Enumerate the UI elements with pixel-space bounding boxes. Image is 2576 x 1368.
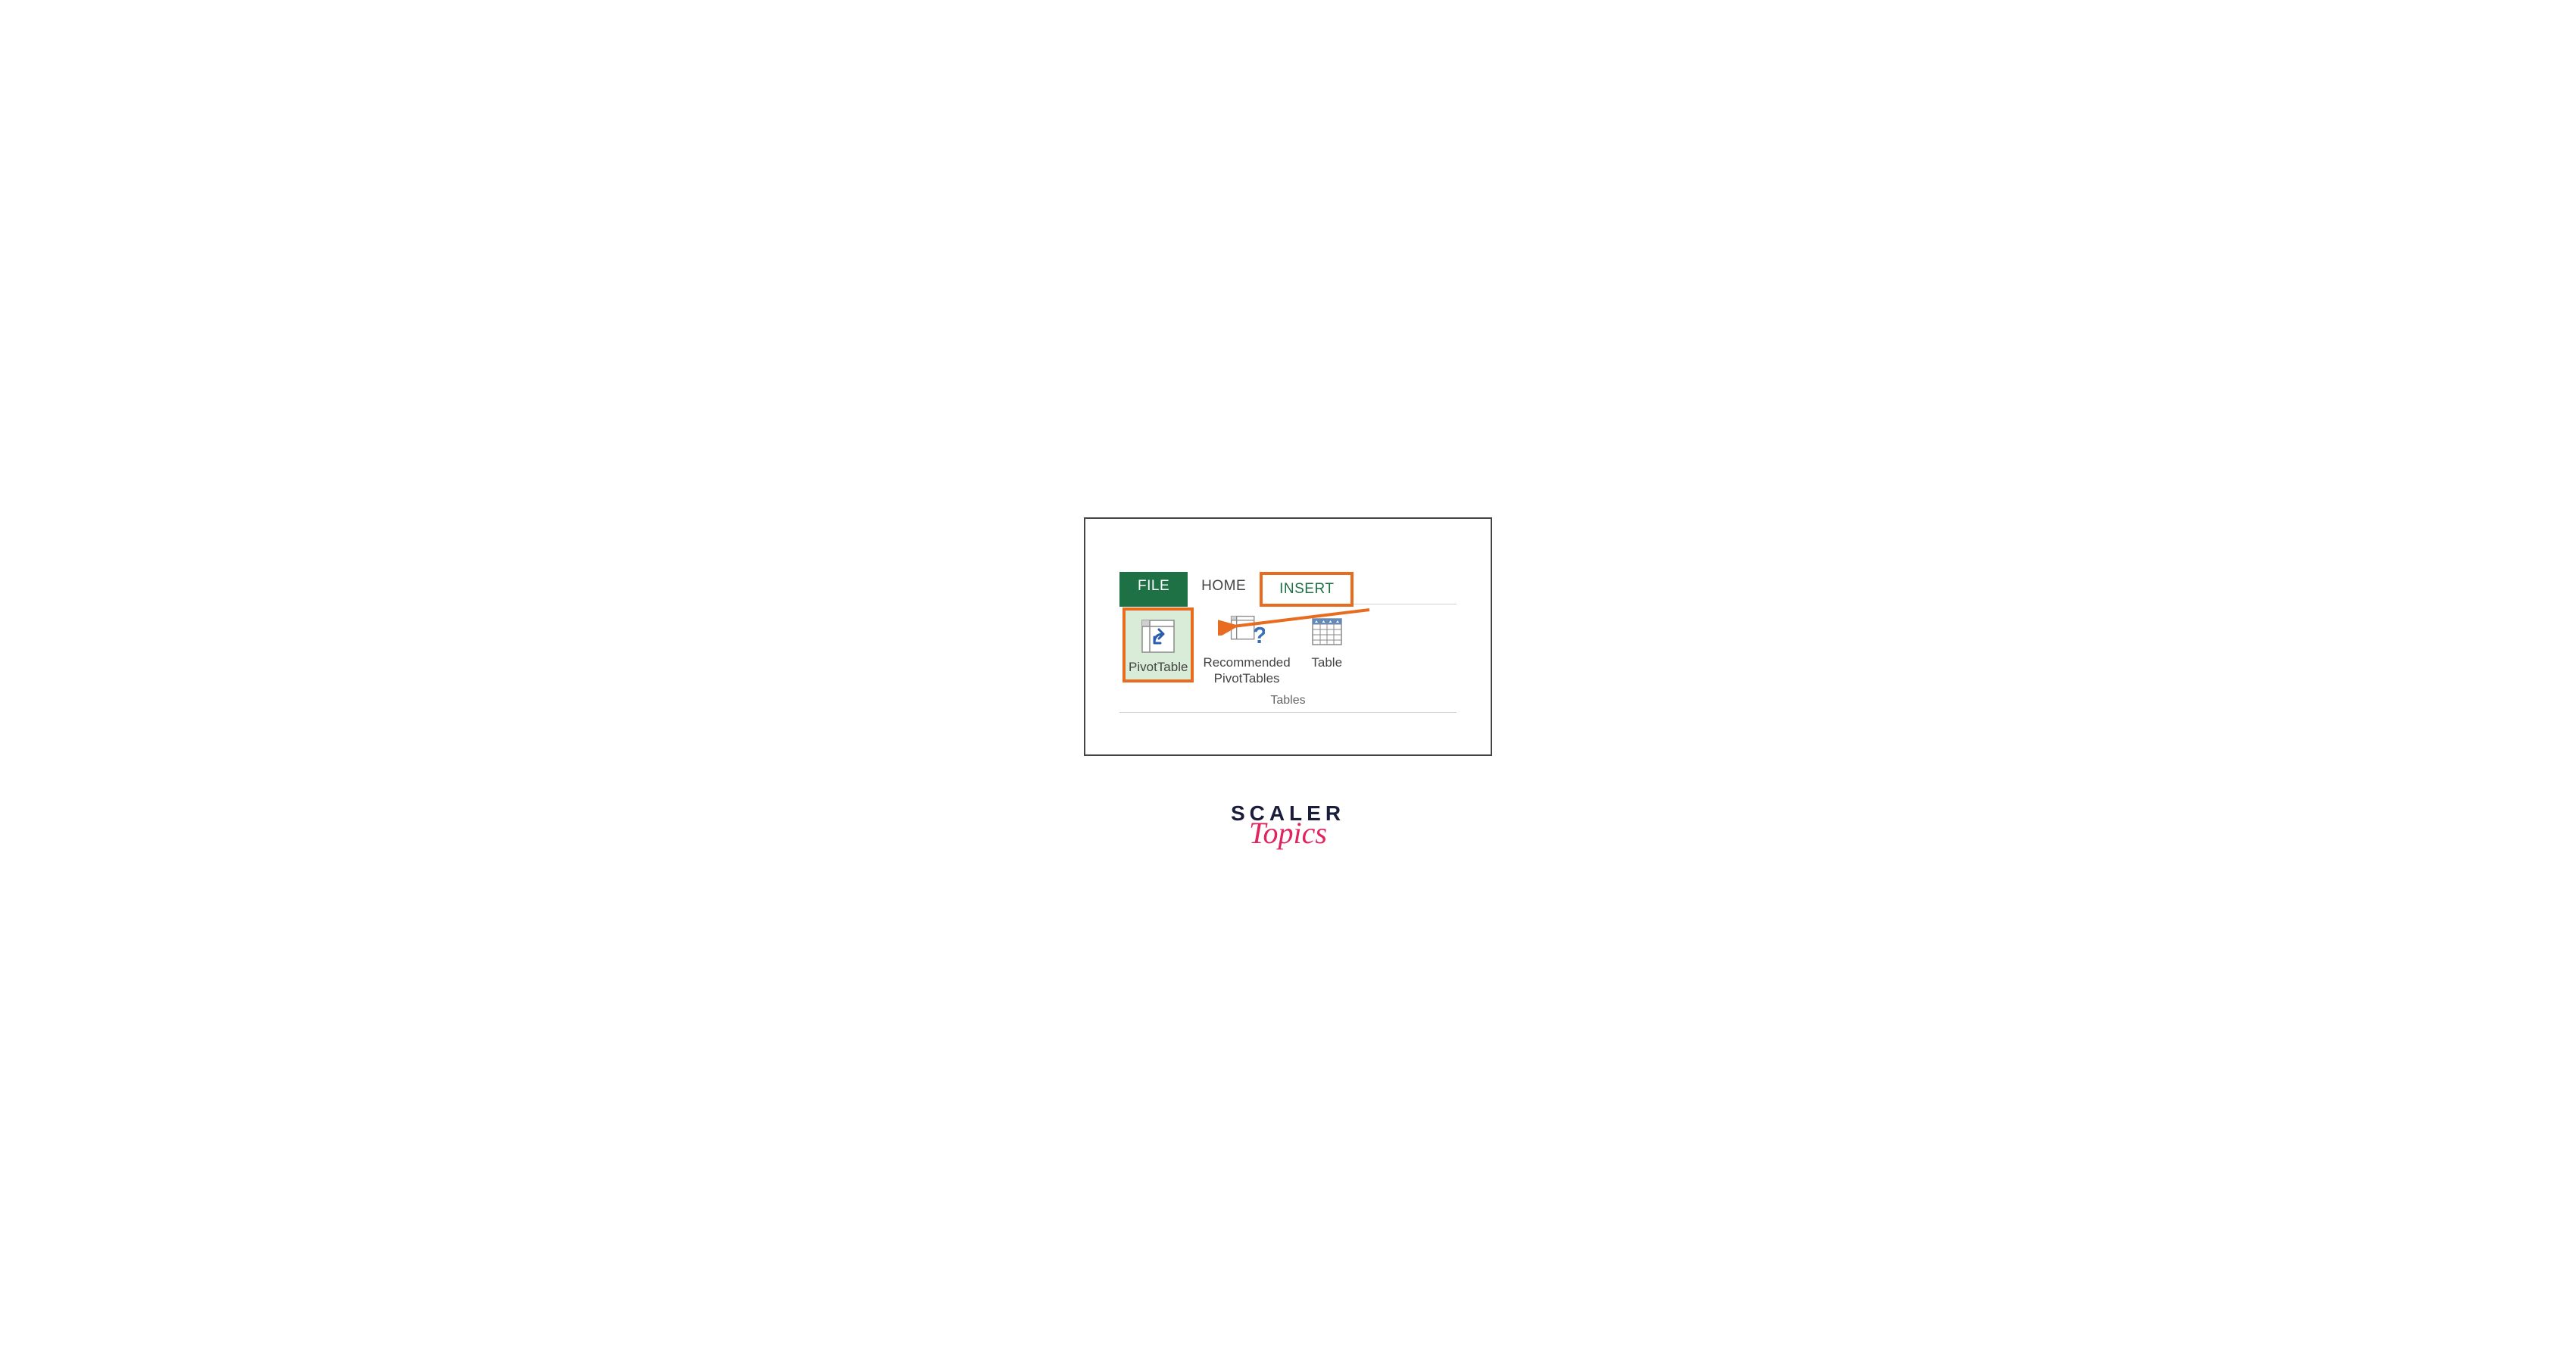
ribbon-buttons-row: PivotTable ? Recommended <box>1123 607 1453 690</box>
table-label: Table <box>1311 654 1342 670</box>
recommended-pivottables-icon: ? <box>1229 614 1265 650</box>
tab-bar: FILE HOME INSERT <box>1119 572 1457 607</box>
tab-file[interactable]: FILE <box>1119 572 1188 607</box>
pivottable-label: PivotTable <box>1129 659 1188 675</box>
tab-insert[interactable]: INSERT <box>1260 572 1354 607</box>
table-icon <box>1309 614 1345 650</box>
brand-topics-text: Topics <box>1249 815 1327 851</box>
brand-block: SCALER Topics <box>1231 801 1345 851</box>
screenshot-frame: FILE HOME INSERT <box>1084 517 1492 757</box>
ribbon-area: FILE HOME INSERT <box>1119 572 1457 714</box>
recommended-label-line1: Recommended <box>1203 655 1290 670</box>
recommended-pivottables-label: Recommended PivotTables <box>1203 654 1290 687</box>
ribbon-group-tables: PivotTable ? Recommended <box>1119 604 1457 714</box>
group-label-tables: Tables <box>1123 694 1453 707</box>
table-button[interactable]: Table <box>1300 607 1354 673</box>
svg-text:?: ? <box>1253 623 1265 648</box>
pivottable-icon <box>1140 618 1176 654</box>
tab-home[interactable]: HOME <box>1188 572 1260 607</box>
pivottable-button[interactable]: PivotTable <box>1123 607 1194 682</box>
recommended-label-line2: PivotTables <box>1214 671 1280 686</box>
recommended-pivottables-button[interactable]: ? Recommended PivotTables <box>1200 607 1293 690</box>
